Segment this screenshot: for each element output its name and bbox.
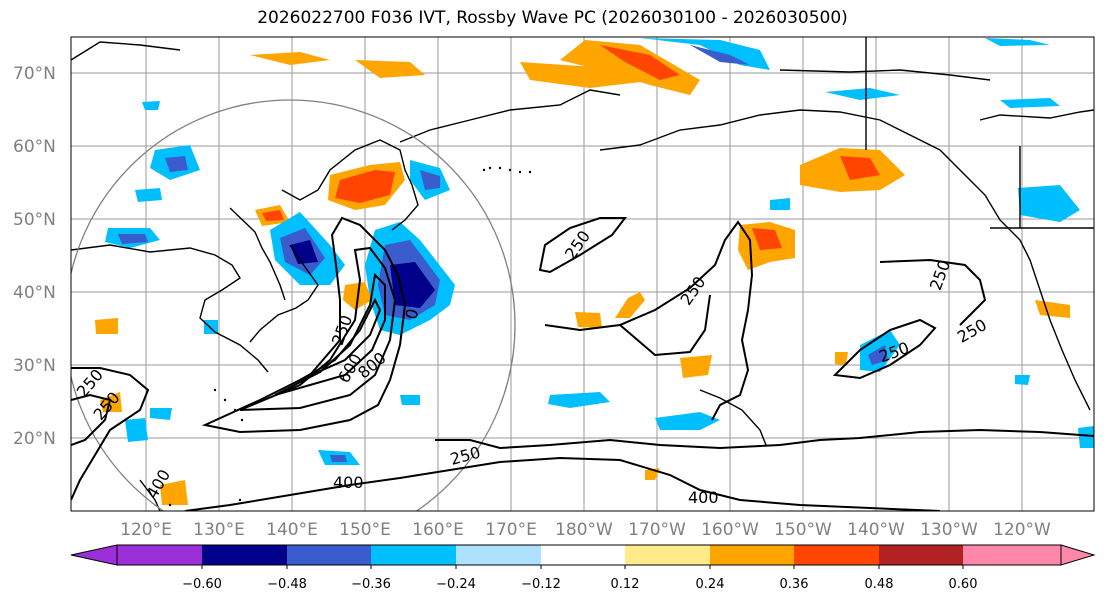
colorbar-segment xyxy=(879,545,963,565)
colorbar-segment xyxy=(371,545,456,565)
contour-label: 400 xyxy=(333,473,364,492)
colorbar-segment xyxy=(287,545,371,565)
colorbar-segment xyxy=(202,545,287,565)
map-title: 2026022700 F036 IVT, Rossby Wave PC (202… xyxy=(257,8,848,28)
lat-label: 30°N xyxy=(13,356,56,376)
lon-labels: 120°E 130°E 140°E 150°E 160°E 170°E 180°… xyxy=(120,520,1051,540)
colorbar-segment xyxy=(117,545,202,565)
colorbar-segment xyxy=(541,545,625,565)
map-frame xyxy=(70,36,1095,512)
colorbar-tick-label: −0.12 xyxy=(521,577,561,592)
colorbar-ticks xyxy=(201,565,964,569)
colorbar-tick-label: −0.60 xyxy=(182,577,222,592)
colorbar-segment xyxy=(625,545,710,565)
map-panel xyxy=(70,36,1095,512)
lat-label: 20°N xyxy=(13,429,56,449)
lon-label: 130°E xyxy=(193,520,245,540)
lon-label: 130°W xyxy=(920,520,978,540)
colorbar: −0.60 −0.48 −0.36 −0.24 −0.12 0.12 0.24 … xyxy=(70,544,1096,592)
colorbar-tick-label: 0.12 xyxy=(611,577,640,592)
colorbar-segment xyxy=(456,545,541,565)
lon-label: 160°W xyxy=(701,520,759,540)
lon-label: 170°E xyxy=(485,520,537,540)
colorbar-tick-labels: −0.60 −0.48 −0.36 −0.24 −0.12 0.12 0.24 … xyxy=(182,577,977,592)
lon-label: 180°W xyxy=(555,520,613,540)
lon-label: 150°W xyxy=(774,520,832,540)
lat-label: 40°N xyxy=(13,283,56,303)
colorbar-extend-min xyxy=(70,544,118,566)
colorbar-tick-label: 0.60 xyxy=(949,577,978,592)
lon-label: 170°W xyxy=(628,520,686,540)
contour-label: 0 xyxy=(401,307,422,322)
lat-label: 70°N xyxy=(13,64,56,84)
lat-label: 60°N xyxy=(13,137,56,157)
colorbar-tick-label: 0.36 xyxy=(780,577,809,592)
colorbar-segment xyxy=(794,545,879,565)
lon-label: 160°E xyxy=(412,520,464,540)
ivt-shading xyxy=(95,38,1094,505)
colorbar-tick-label: −0.36 xyxy=(351,577,391,592)
lon-label: 150°E xyxy=(339,520,391,540)
lon-label: 140°E xyxy=(266,520,318,540)
lon-label: 120°W xyxy=(993,520,1051,540)
contour-label: 400 xyxy=(688,488,719,507)
rossby-circle xyxy=(71,99,516,511)
colorbar-tick-label: 0.24 xyxy=(696,577,725,592)
colorbar-tick-label: −0.48 xyxy=(267,577,307,592)
colorbar-tick-label: −0.24 xyxy=(436,577,476,592)
lat-labels: 70°N 60°N 50°N 40°N 30°N 20°N xyxy=(13,64,56,449)
lon-label: 120°E xyxy=(120,520,172,540)
ivt-contours xyxy=(71,216,1094,511)
colorbar-tick-label: 0.48 xyxy=(865,577,894,592)
colorbar-segments xyxy=(70,544,1096,566)
colorbar-segment xyxy=(710,545,794,565)
colorbar-extend-max xyxy=(1060,544,1096,566)
colorbar-segment xyxy=(963,545,1061,565)
lon-label: 140°W xyxy=(847,520,905,540)
lat-label: 50°N xyxy=(13,210,56,230)
